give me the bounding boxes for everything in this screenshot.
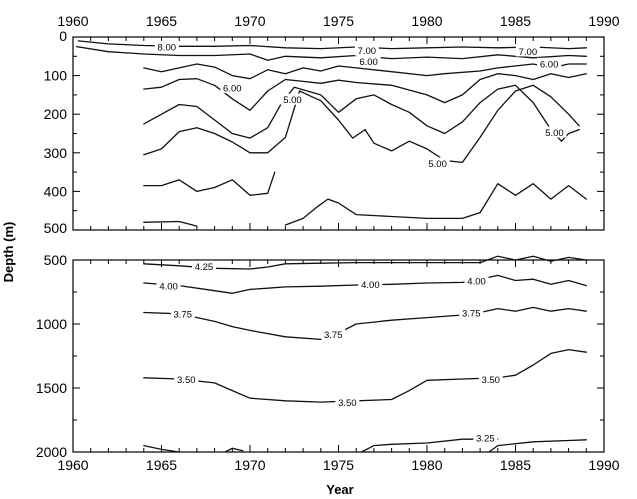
lower-y-tick-label: 500 <box>44 252 68 268</box>
lower-contour-line <box>143 348 587 403</box>
contour-label: 4.00 <box>361 280 380 291</box>
contour-label: 8.00 <box>158 42 177 53</box>
x-tick-label-top: 1965 <box>146 13 177 29</box>
axes-text: 1960 1960 1965 1965 1970 1970 1975 1975 1980 1980… <box>57 13 619 473</box>
lower-contour-line <box>143 255 587 270</box>
contour-label: 4.00 <box>467 276 486 287</box>
contour-label-bg <box>464 274 489 286</box>
lower-frame <box>72 259 605 453</box>
upper-y-tick-label: 500 <box>44 220 68 236</box>
contour-label: 7.00 <box>519 47 538 58</box>
contour-label: 6.00 <box>359 57 378 68</box>
contour-label-bg <box>358 278 383 290</box>
lower-y-tick-label: 1000 <box>36 316 67 332</box>
contour-label-bg <box>220 82 245 94</box>
contour-label-bg <box>191 260 216 272</box>
upper-contour-line <box>143 63 587 80</box>
x-tick-label-top: 1985 <box>500 13 531 29</box>
upper-contour-line <box>143 84 580 142</box>
contour-label: 5.00 <box>545 128 564 139</box>
x-tick-label-top: 1980 <box>411 13 442 29</box>
lower-y-tick-label: 1500 <box>36 380 67 396</box>
contour-label: 3.75 <box>324 330 343 341</box>
contour-label-bg <box>515 45 540 57</box>
x-tick-label-bottom: 1985 <box>500 457 531 473</box>
x-tick-label-bottom: 1970 <box>234 457 265 473</box>
x-tick-label-top: 1990 <box>588 13 619 29</box>
x-tick-label-bottom: 1980 <box>411 457 442 473</box>
contour-label-bg <box>459 306 484 318</box>
upper-y-tick-label: 300 <box>44 145 68 161</box>
upper-contour-line <box>143 171 276 196</box>
contour-label-bg <box>356 55 381 67</box>
contour-label: 7.00 <box>358 46 377 57</box>
contour-label-bg <box>537 57 562 69</box>
contour-label-bg <box>170 308 195 320</box>
contour-label-bg <box>542 126 567 138</box>
x-tick-label-top: 1970 <box>234 13 265 29</box>
upper-y-tick-label: 0 <box>59 28 67 44</box>
x-tick-label-bottom: 1960 <box>57 457 88 473</box>
upper-contour-line <box>75 45 587 61</box>
upper-contour-line <box>143 73 587 111</box>
contour-label-bg <box>174 373 199 385</box>
x-tick-label-top: 1975 <box>323 13 354 29</box>
x-axis-title: Year <box>326 482 353 497</box>
upper-contour-line <box>143 84 580 164</box>
contour-label-bg <box>321 328 346 340</box>
contour-label: 4.00 <box>159 281 178 292</box>
x-tick-label-bottom: 1975 <box>323 457 354 473</box>
lower-contour-line <box>488 439 587 453</box>
upper-contour-line <box>143 220 198 227</box>
lower-contour-line <box>143 274 587 294</box>
contour-label: 3.75 <box>173 310 192 321</box>
x-tick-label-top: 1960 <box>57 13 88 29</box>
upper-contour-line <box>77 40 587 50</box>
upper-y-tick-label: 100 <box>44 68 68 84</box>
contour-label: 3.50 <box>177 375 196 386</box>
y-axis-title: Depth (m) <box>1 222 16 283</box>
lower-panel: 500 1000 1500 2000 4.25 4.00 4.00 4.00 3.75 3.75 3… <box>36 252 605 460</box>
contour-label-bg <box>154 40 179 52</box>
contour-label: 4.25 <box>195 262 214 273</box>
upper-y-tick-label: 400 <box>44 183 68 199</box>
contour-label-bg <box>354 44 379 56</box>
lower-contour-line <box>143 306 587 341</box>
lower-contour-line <box>143 444 180 453</box>
contour-label-bg <box>156 279 181 291</box>
contour-label-bg <box>425 157 450 169</box>
contour-label-bg <box>280 93 305 105</box>
contour-label: 3.50 <box>481 375 500 386</box>
contour-label: 5.00 <box>283 95 302 106</box>
contour-label: 6.00 <box>223 84 242 95</box>
contour-label: 6.00 <box>540 59 559 70</box>
lower-contour-line <box>224 447 244 453</box>
contour-label: 3.50 <box>338 398 357 409</box>
upper-y-tick-label: 200 <box>44 106 68 122</box>
contour-label-bg <box>473 432 498 444</box>
lower-y-tick-label: 2000 <box>36 444 67 460</box>
contour-label-bg <box>478 373 503 385</box>
upper-contour-line <box>284 183 587 226</box>
contour-label: 3.75 <box>462 308 481 319</box>
contour-label: 3.25 <box>476 434 495 445</box>
contour-label: 5.00 <box>428 159 447 170</box>
x-tick-label-bottom: 1965 <box>146 457 177 473</box>
contour-label-bg <box>335 396 360 408</box>
x-tick-label-bottom: 1990 <box>588 457 619 473</box>
